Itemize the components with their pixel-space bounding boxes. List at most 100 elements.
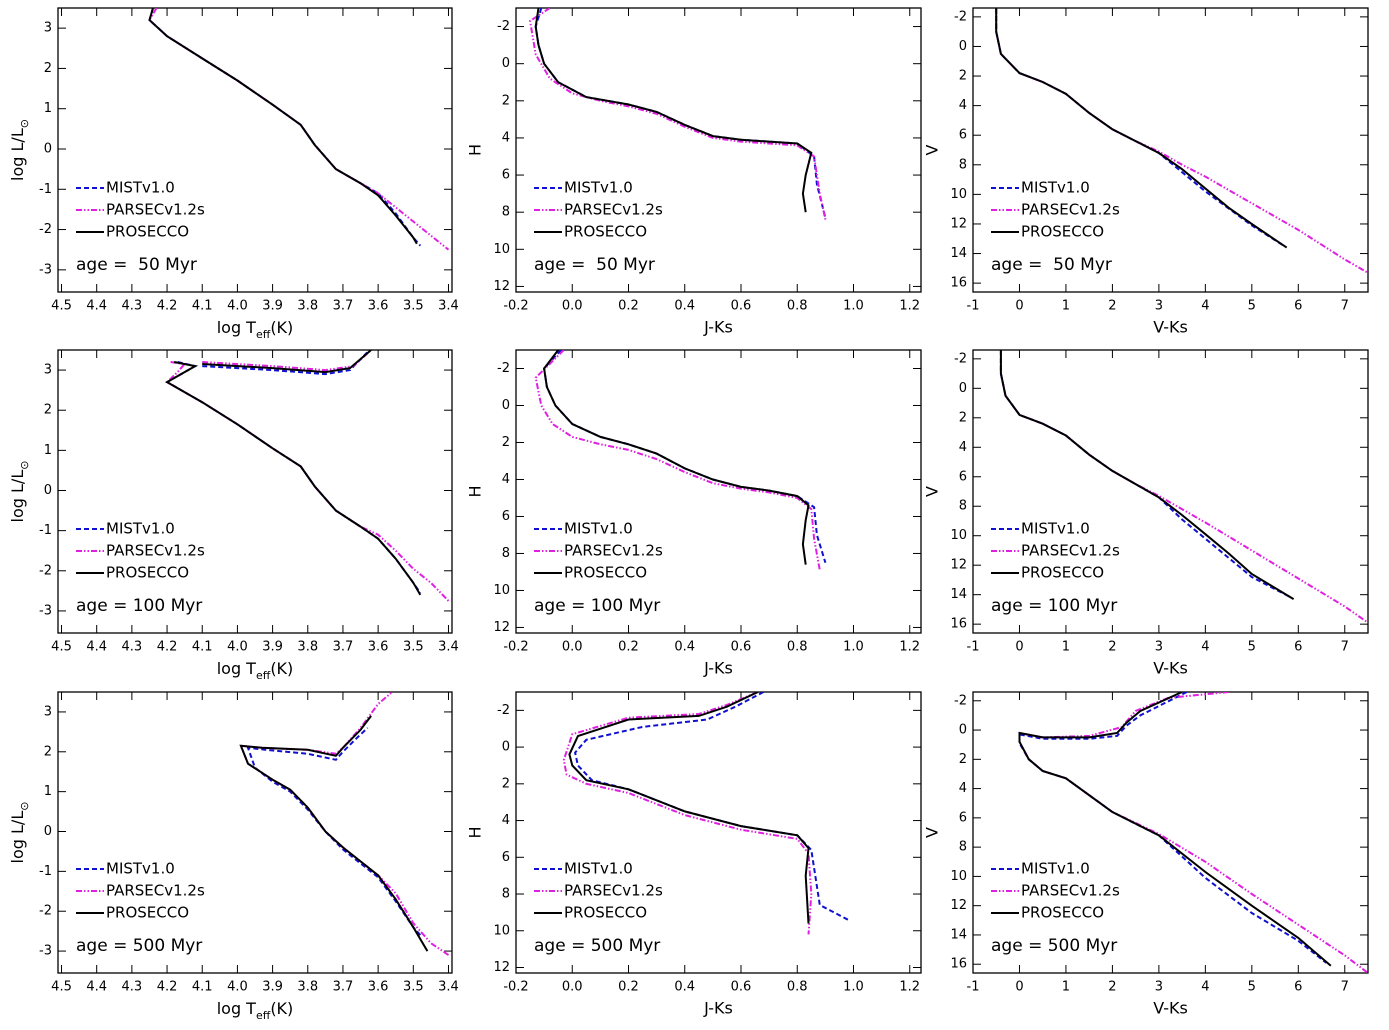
x-tick-label: 4.3 (122, 640, 143, 655)
x-tick-label: 0.0 (562, 980, 583, 995)
y-tick-label: -2 (39, 222, 52, 237)
x-axis-label: J-Ks (703, 659, 733, 678)
y-tick-label: 4 (502, 472, 510, 487)
x-tick-label: 4.4 (86, 640, 107, 655)
x-axis-label: V-Ks (1153, 659, 1188, 678)
x-tick-label: 4.2 (157, 980, 178, 995)
x-tick-label: 0 (1015, 640, 1023, 655)
x-axis-label: J-Ks (703, 999, 733, 1018)
annotation: age = 500 Myr (76, 936, 202, 956)
y-tick-label: 6 (959, 128, 967, 143)
annotation: age = 500 Myr (534, 936, 660, 956)
series-line (999, 350, 1295, 600)
series-line (165, 350, 422, 596)
y-axis-label-part: log L/L (8, 470, 27, 523)
x-axis-label: V-Ks (1153, 318, 1188, 337)
x-axis-label-part: eff (256, 1009, 271, 1022)
x-axis-label-part: (K) (270, 999, 293, 1018)
legend-label: MISTv1.0 (1021, 520, 1090, 538)
x-tick-label: 4.1 (192, 640, 213, 655)
x-tick-label: 3.8 (297, 980, 318, 995)
y-tick-label: -1 (39, 182, 52, 197)
y-axis-label-part: ⊙ (18, 461, 31, 470)
x-tick-label: 4.0 (227, 980, 248, 995)
y-tick-label: -2 (39, 563, 52, 578)
y-tick-label: 2 (44, 744, 52, 759)
series-line (562, 692, 813, 935)
x-tick-label: 6 (1294, 980, 1302, 995)
x-axis-label-part: (K) (270, 318, 293, 337)
y-tick-label: 16 (950, 276, 967, 291)
y-tick-label: 16 (950, 617, 967, 632)
legend-label: PROSECCO (106, 904, 189, 922)
y-axis-label: V (923, 144, 942, 155)
x-tick-label: 3.7 (333, 299, 354, 314)
series-line (995, 8, 1288, 249)
x-tick-label: 3 (1155, 640, 1163, 655)
x-tick-label: 3.4 (438, 299, 459, 314)
x-tick-label: 0.4 (674, 640, 695, 655)
y-axis-label: V (923, 486, 942, 497)
annotation: age = 100 Myr (991, 596, 1117, 616)
y-tick-label: 2 (959, 69, 967, 84)
x-tick-label: 3.5 (403, 299, 424, 314)
x-tick-label: 4 (1201, 640, 1209, 655)
y-tick-label: -2 (39, 904, 52, 919)
x-tick-label: -0.2 (503, 299, 528, 314)
y-axis-label: log L/L⊙ (8, 461, 31, 523)
x-axis-label-part: (K) (270, 659, 293, 678)
series-line (239, 715, 429, 952)
x-tick-label: -1 (967, 980, 980, 995)
y-tick-label: 10 (493, 923, 510, 938)
y-tick-label: 0 (502, 56, 510, 71)
x-axis-label: log Teff(K) (217, 318, 294, 341)
x-tick-label: 6 (1294, 299, 1302, 314)
series-line (534, 8, 813, 213)
y-tick-label: -3 (39, 944, 52, 959)
x-tick-label: 2 (1108, 980, 1116, 995)
x-tick-label: 3.6 (368, 980, 389, 995)
y-axis-label: log L/L⊙ (8, 802, 31, 864)
x-tick-label: 1.2 (899, 640, 920, 655)
y-tick-label: 6 (959, 469, 967, 484)
plot-frame (515, 349, 922, 634)
x-tick-label: 1.0 (843, 640, 864, 655)
legend-label: MISTv1.0 (1021, 860, 1090, 878)
y-tick-label: 10 (950, 869, 967, 884)
x-tick-label: 4.4 (86, 980, 107, 995)
y-tick-label: -1 (39, 864, 52, 879)
x-tick-label: 4.2 (157, 640, 178, 655)
series-line (574, 692, 849, 921)
plot-frame (57, 349, 453, 634)
y-tick-label: 10 (493, 583, 510, 598)
panel: -0.2 0.0 0.2 0.4 0.6 0.8 1.0 1.2 -2 0 2 4 6 8 10 12 J-Ks… (466, 349, 922, 678)
y-tick-label: 12 (493, 279, 510, 294)
x-axis-label: log Teff(K) (217, 659, 294, 682)
x-tick-label: 4.3 (122, 980, 143, 995)
x-tick-label: -1 (967, 299, 980, 314)
x-tick-label: 0.6 (731, 980, 752, 995)
y-axis-label-part: ⊙ (18, 802, 31, 811)
legend-label: PARSECv1.2s (106, 882, 205, 900)
panel: 4.5 4.4 4.3 4.2 4.1 4.0 3.9 3.8 3.7 3.6 3.5 3.4 -3 -2… (8, 349, 459, 682)
x-tick-label: 4.2 (157, 299, 178, 314)
legend-label: PARSECv1.2s (1021, 542, 1120, 560)
x-tick-label: 0.2 (618, 980, 639, 995)
x-axis-label-part: eff (256, 669, 271, 682)
y-tick-label: 0 (959, 723, 967, 738)
x-tick-label: 1.2 (899, 980, 920, 995)
x-tick-label: 3.7 (333, 980, 354, 995)
legend-label: PROSECCO (106, 223, 189, 241)
legend-label: MISTv1.0 (106, 860, 175, 878)
y-tick-label: -2 (497, 19, 510, 34)
x-tick-label: 7 (1341, 640, 1349, 655)
y-tick-label: 4 (959, 440, 967, 455)
panel: -0.2 0.0 0.2 0.4 0.6 0.8 1.0 1.2 -2 0 2 4 6 8 10 12 J-Ks… (466, 691, 922, 1018)
y-tick-label: -3 (39, 262, 52, 277)
y-tick-label: 0 (502, 398, 510, 413)
x-tick-label: 0.8 (787, 640, 808, 655)
legend-label: PROSECCO (564, 564, 647, 582)
y-tick-label: 2 (502, 435, 510, 450)
